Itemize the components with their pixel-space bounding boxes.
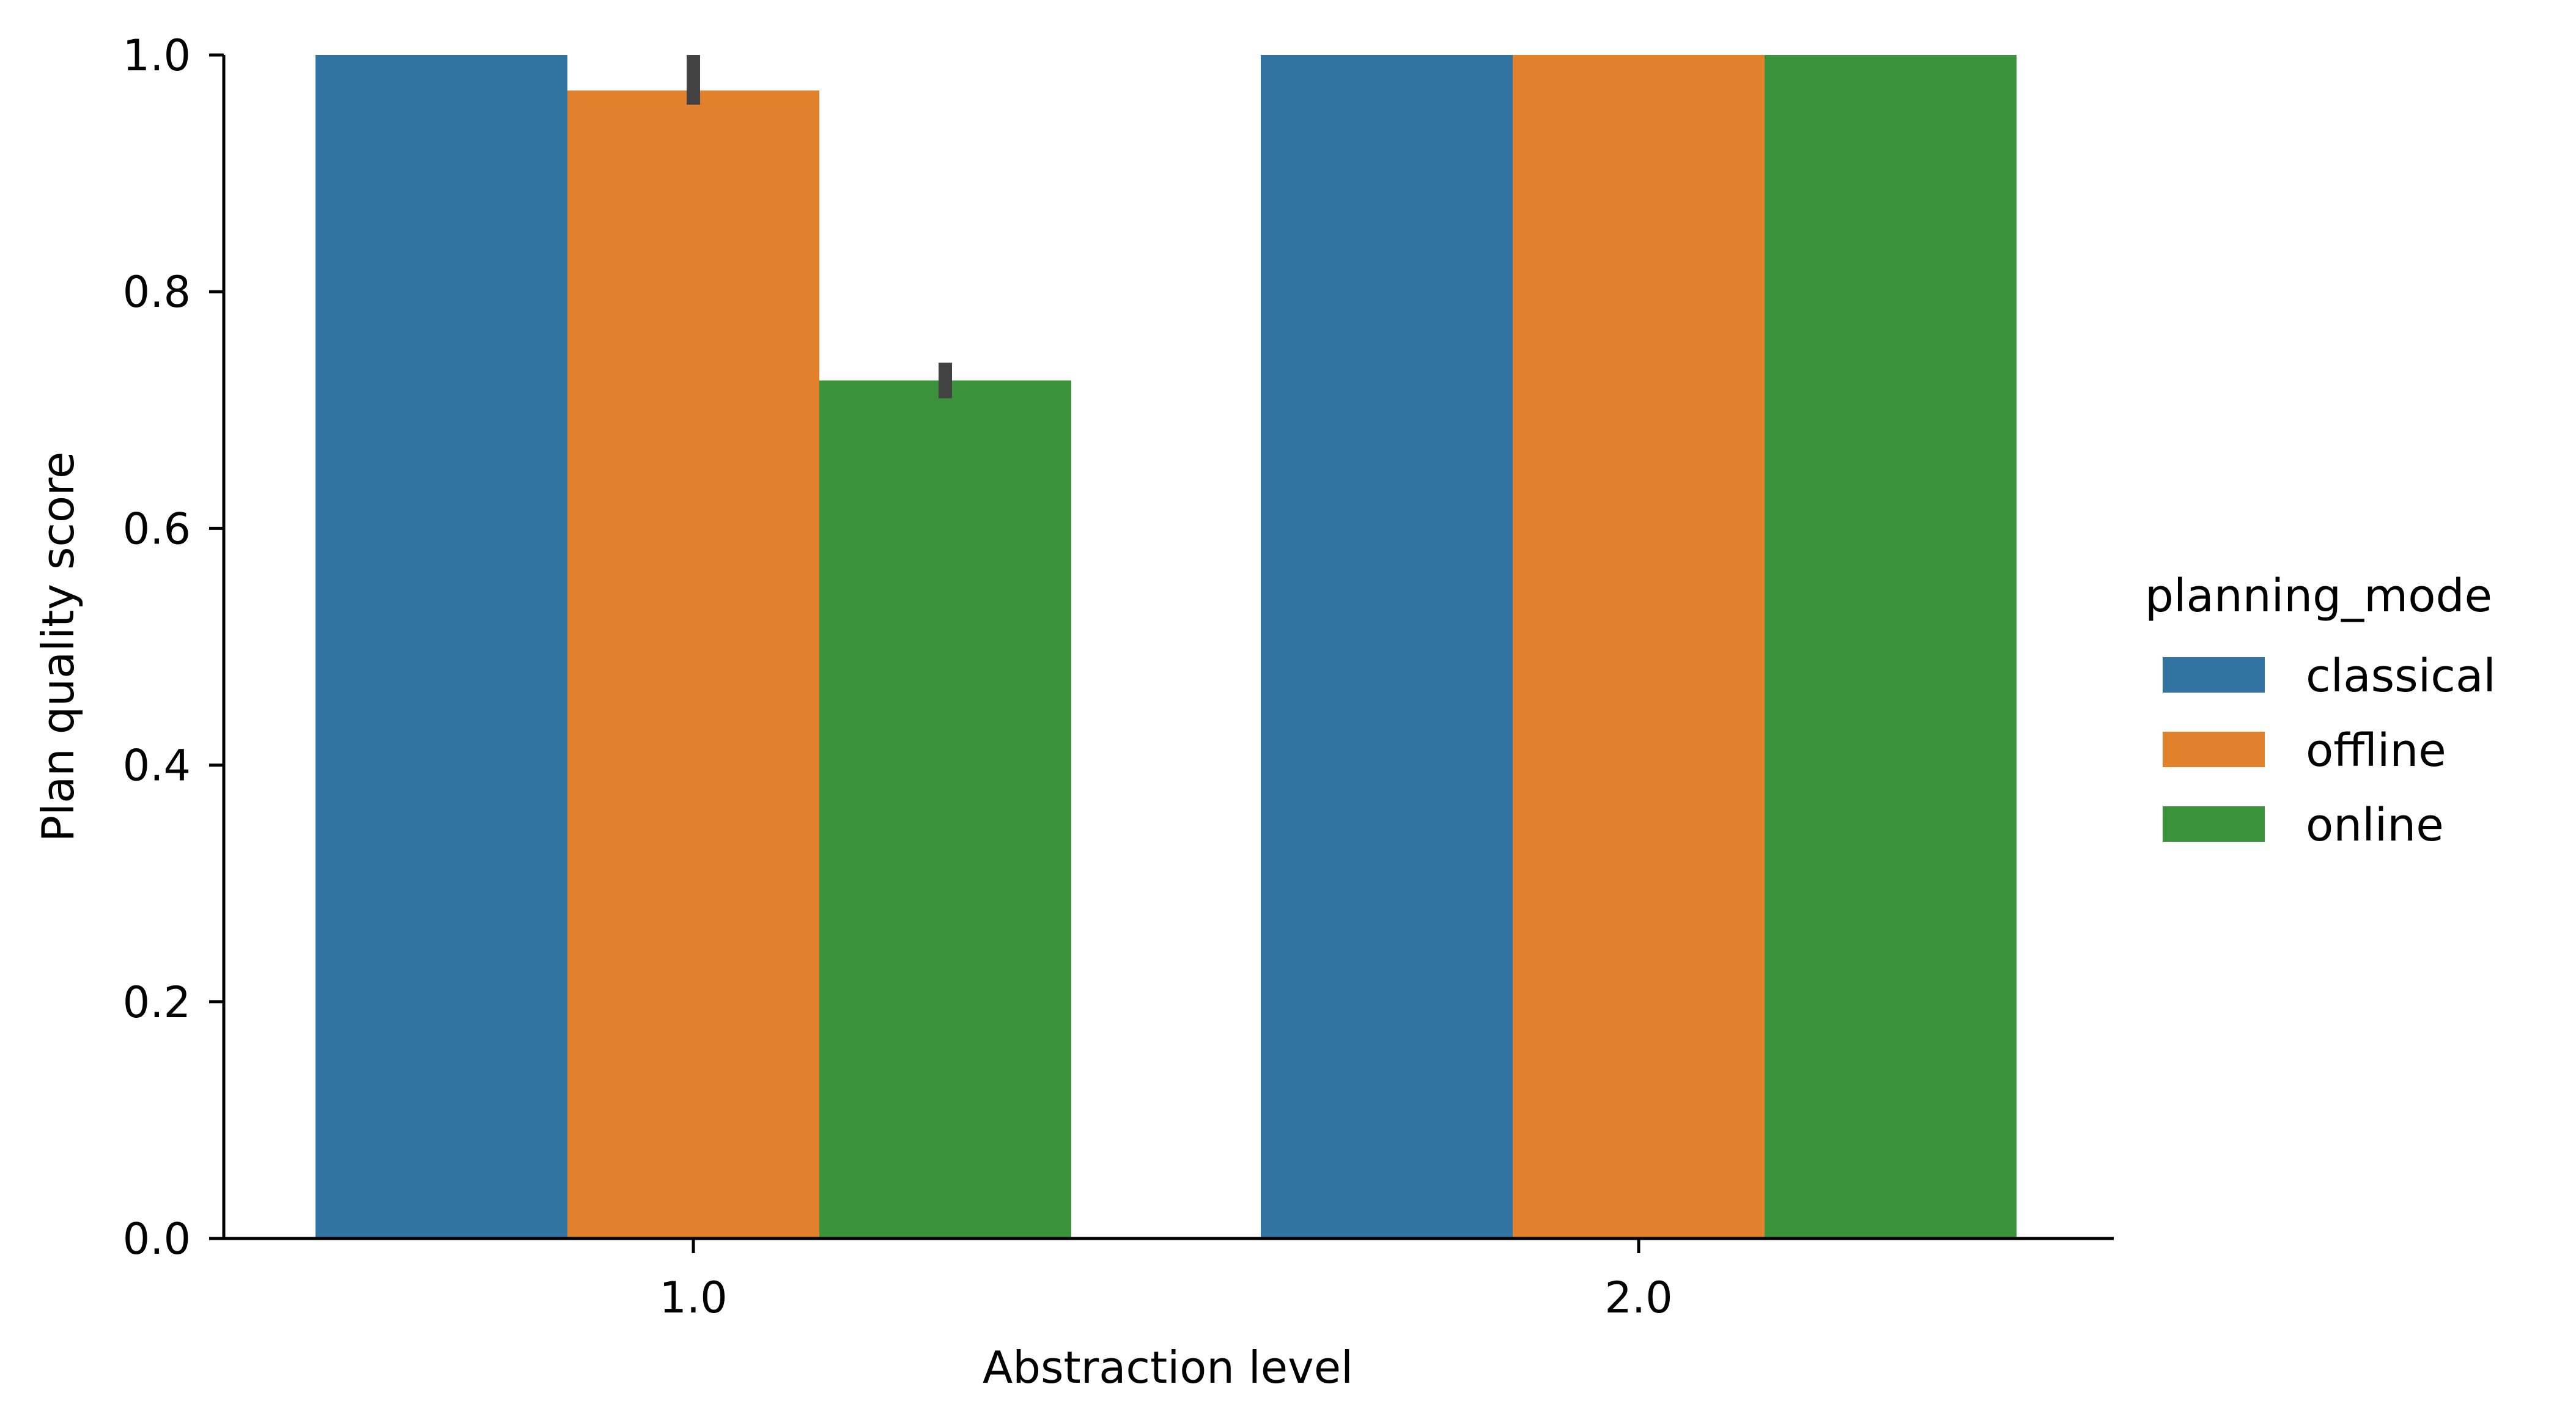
y-axis-title: Plan quality score [32,452,84,842]
error-bars-layer [687,55,952,399]
bar-classical-2.0 [1261,55,1513,1238]
legend-label-classical: classical [2306,650,2496,702]
bar-online-2.0 [1765,55,2017,1238]
x-tick-label: 2.0 [1604,1273,1672,1323]
bar-offline-1.0 [567,90,819,1239]
y-tick-label: 0.0 [123,1214,191,1264]
y-tick-label: 0.2 [123,977,191,1028]
bar-offline-2.0 [1513,55,1765,1238]
y-tick-label: 1.0 [123,31,191,81]
x-tick-label: 1.0 [659,1273,727,1323]
bar-online-1.0 [819,380,1071,1238]
legend-title: planning_mode [2145,570,2492,622]
x-ticks: 1.0 2.0 [659,1238,1673,1323]
legend-label-online: online [2306,799,2444,852]
legend-swatch-classical [2163,657,2265,693]
legend: planning_mode classical offline online [2145,570,2496,852]
x-axis-title: Abstraction level [983,1342,1353,1393]
bars-layer [316,55,2017,1239]
legend-label-offline: offline [2306,724,2446,777]
legend-swatch-offline [2163,732,2265,767]
y-tick-label: 0.8 [123,267,191,317]
bar-classical-1.0 [316,55,567,1238]
y-tick-label: 0.4 [123,741,191,791]
y-ticks: 0.0 0.2 0.4 0.6 0.8 1.0 [123,31,224,1264]
y-tick-label: 0.6 [123,504,191,554]
axes-layer [222,55,2114,1240]
legend-swatch-online [2163,806,2265,842]
